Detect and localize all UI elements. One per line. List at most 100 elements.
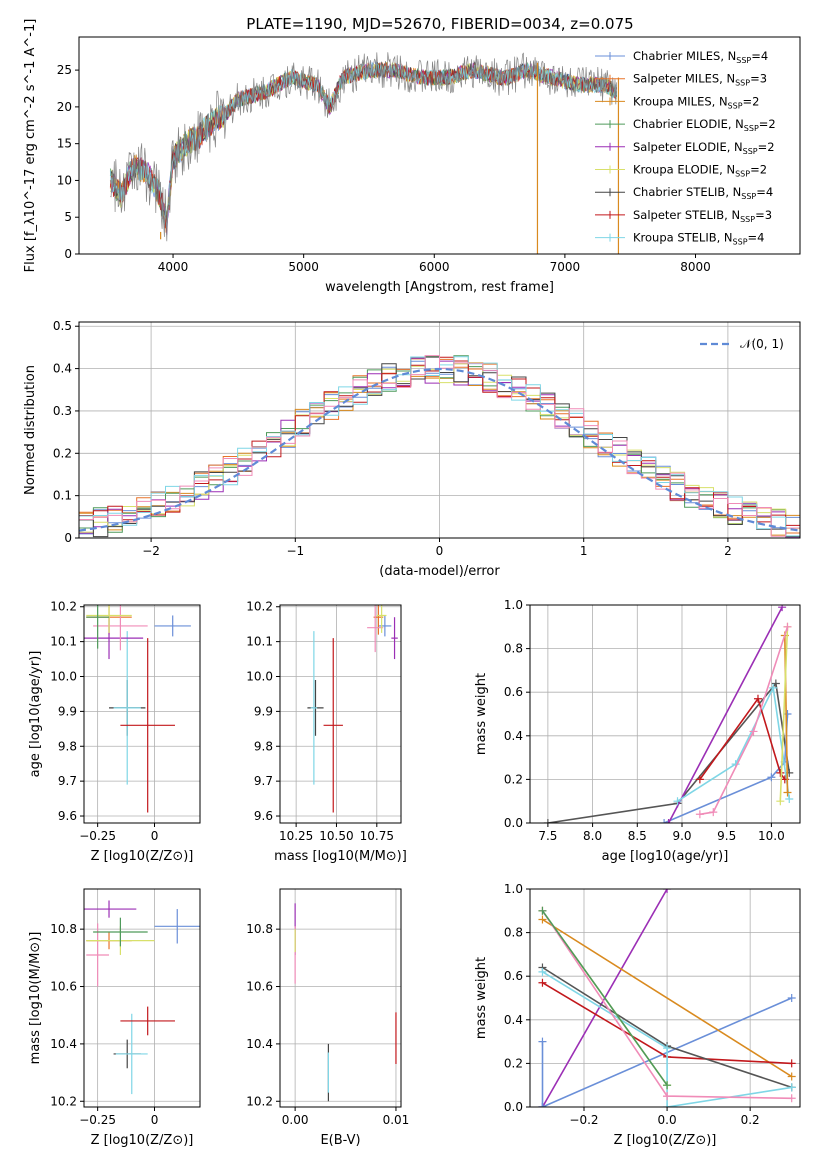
legend-label: Salpeter MILES, NSSP=3: [633, 72, 767, 88]
legend-subscript: SSP: [735, 170, 750, 179]
legend-subscript: SSP: [743, 147, 758, 156]
series-point: [664, 819, 673, 823]
y-axis-label: Normed distribution: [23, 365, 38, 495]
x-tick-label: 0.2: [741, 1113, 760, 1127]
x-tick-label: 0.01: [383, 1113, 410, 1127]
legend-label: 𝒩(0, 1): [740, 337, 784, 351]
y-axis-label: mass weight: [474, 957, 489, 1039]
series-point: [783, 710, 792, 718]
series-line: [677, 685, 791, 802]
y-tick-label: 9.8: [254, 739, 273, 753]
series-point: [787, 1072, 796, 1081]
x-axis-label: age [log10(age/yr)]: [602, 849, 729, 864]
legend-label: Chabrier STELIB, NSSP=4: [633, 185, 773, 201]
y-tick-label: 0.8: [504, 642, 523, 656]
series-point: [695, 810, 704, 819]
series-line: [542, 918, 793, 1078]
x-axis-label: Z [log10(Z/Z⊙)]: [91, 849, 194, 864]
y-tick-label: 10.0: [50, 670, 77, 684]
weight-vs-age-panel: 7.5 8.0 8.5 9.0 9.5 10.0 0.0 0.2 0.4 0.6 0.8 1.0 age…: [474, 598, 801, 864]
y-tick-label: 0.6: [504, 685, 523, 699]
mass-vs-z-panel: −0.25 0 10.2 10.4 10.6 10.8 Z [log10(Z/Z⊙)] mas…: [28, 888, 201, 1148]
x-tick-label: 7000: [550, 260, 581, 274]
y-tick-label: 0.0: [504, 1100, 523, 1114]
series-point: [663, 1081, 672, 1090]
series-point: [778, 605, 787, 612]
series-point: [771, 679, 780, 688]
series-line: [699, 696, 786, 780]
x-tick-label: 5000: [288, 260, 319, 274]
x-axis-label: E(B-V): [320, 1133, 360, 1148]
y-axis-label: Flux [f_λ10^-17 erg cm^-2 s^-1 A^-1]: [23, 19, 38, 273]
series-point: [785, 795, 794, 804]
series-point: [538, 978, 547, 987]
legend-tail: =4: [751, 49, 768, 63]
legend-subscript: SSP: [740, 215, 755, 224]
x-axis-label: Z [log10(Z/Z⊙)]: [614, 1133, 717, 1148]
y-tick-label: 0.3: [53, 404, 72, 418]
x-axis-label: wavelength [Angstrom, rest frame]: [325, 280, 554, 295]
axes-frame: [78, 36, 801, 255]
x-tick-label: −1: [286, 544, 304, 558]
x-tick-label: 2: [724, 544, 732, 558]
y-tick-label: 0.2: [53, 446, 72, 460]
y-tick-label: 10: [57, 173, 72, 187]
legend-tail: =4: [748, 231, 765, 245]
series-point: [673, 797, 682, 806]
x-tick-label: 0: [436, 544, 444, 558]
x-axis-label: mass [log10(M/M⊙)]: [274, 849, 407, 864]
errorbars: [294, 903, 397, 1102]
axes-frame: [529, 604, 801, 824]
y-tick-label: 0.6: [504, 969, 523, 983]
y-tick-label: 1.0: [504, 882, 523, 896]
series-point: [783, 622, 792, 631]
spectrum-line: [110, 52, 617, 242]
age-vs-z-panel: −0.25 0 9.6 9.7 9.8 9.9 10.0 10.1 10.2 Z [log10(Z…: [28, 600, 201, 864]
errorbars: [84, 605, 191, 813]
y-tick-label: 15: [57, 137, 72, 151]
series-point: [767, 773, 776, 782]
legend-label: Kroupa MILES, NSSP=2: [633, 94, 759, 110]
series-point: [776, 768, 785, 777]
series-point: [787, 1083, 796, 1092]
series-point: [538, 915, 547, 924]
y-tick-label: 10.2: [246, 1094, 273, 1108]
x-tick-label: 0: [151, 1113, 159, 1127]
legend-tail: =2: [750, 163, 767, 177]
y-tick-label: 0: [64, 531, 72, 545]
mass-vs-ebv-panel: 0.00 0.01 10.2 10.4 10.6 10.8 E(B-V): [246, 888, 410, 1148]
x-tick-label: 0.00: [282, 1113, 309, 1127]
histograms: [79, 355, 800, 538]
legend-tail: =4: [756, 185, 773, 199]
x-tick-label: −2: [142, 544, 160, 558]
axes-frame: [279, 604, 402, 824]
legend-tail: =2: [743, 94, 760, 108]
y-tick-label: 0.8: [504, 926, 523, 940]
x-tick-label: −0.25: [79, 1113, 116, 1127]
x-tick-label: 10.25: [279, 829, 313, 843]
legend-label: Kroupa STELIB, NSSP=4: [633, 231, 764, 247]
y-tick-label: 25: [57, 63, 72, 77]
y-tick-label: 20: [57, 100, 72, 114]
y-tick-label: 10.4: [50, 1037, 77, 1051]
y-tick-label: 0.4: [504, 1013, 523, 1027]
errorbars: [307, 605, 398, 813]
histogram-series: [79, 355, 800, 537]
legend-label: Kroupa ELODIE, NSSP=2: [633, 163, 767, 179]
series-point: [695, 775, 704, 784]
series-point: [538, 906, 547, 915]
series-line: [699, 626, 789, 816]
axes-frame: [83, 888, 201, 1108]
legend-tail: =2: [759, 117, 776, 131]
y-tick-label: 0.0: [504, 816, 523, 830]
y-tick-label: 9.8: [58, 739, 77, 753]
series-point: [543, 819, 552, 823]
y-axis-label: mass [log10(M/M⊙)]: [28, 932, 43, 1065]
x-tick-label: 4000: [158, 260, 189, 274]
errorbars: [84, 900, 200, 1095]
x-tick-label: 10.50: [319, 829, 353, 843]
axes-frame: [529, 888, 801, 1108]
axes-frame: [279, 888, 402, 1108]
y-tick-label: 10.2: [50, 600, 77, 614]
